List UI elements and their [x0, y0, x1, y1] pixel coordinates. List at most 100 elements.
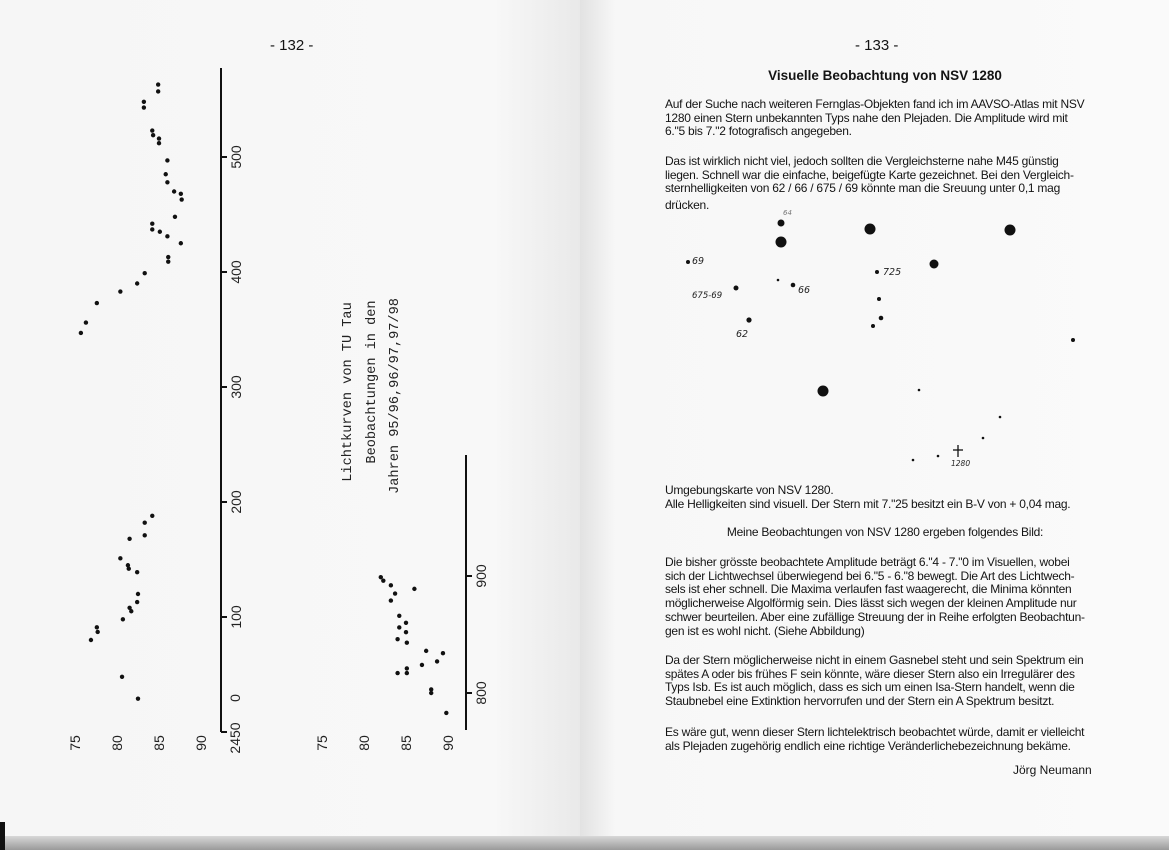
paragraph-5: Es wäre gut, wenn dieser Stern lichtelek… [665, 725, 1115, 753]
data-point [150, 227, 155, 232]
data-point [118, 556, 123, 561]
data-point [419, 662, 425, 668]
data-point [150, 221, 155, 226]
axis-tick-label: 0 [227, 694, 243, 702]
map-label-64: 64 [783, 209, 792, 217]
text-line: Es wäre gut, wenn dieser Stern lichtelek… [665, 725, 1085, 739]
data-point [156, 136, 162, 141]
star-dot [817, 385, 829, 397]
data-point [166, 259, 171, 264]
scan-edge [0, 836, 1169, 850]
data-point [395, 670, 400, 676]
data-point [179, 197, 184, 202]
star-dot [776, 278, 780, 282]
data-point [141, 105, 147, 110]
data-point [166, 254, 171, 260]
text-line: Umgebungskarte von NSV 1280. [665, 483, 834, 497]
data-point [178, 241, 184, 246]
text-line: als Plejaden zugehörig endlich eine rich… [665, 738, 1071, 753]
data-point [403, 620, 409, 625]
text-line: Typs Isb. Es ist auch möglich, dass es s… [665, 680, 1075, 695]
data-point [404, 670, 410, 676]
star-dot [871, 324, 875, 328]
data-point [142, 270, 147, 276]
data-point [142, 520, 147, 525]
paragraph-1: Auf der Suche nach weiteren Fernglas-Obj… [665, 97, 1115, 139]
magnitude-tick-label: 80 [109, 735, 125, 751]
data-point [95, 629, 100, 635]
text-line: liegen. Schnell war die einfache, beigef… [665, 167, 1074, 182]
author-name: Jörg Neumann [1013, 763, 1092, 777]
data-point [150, 128, 155, 133]
data-point [165, 180, 170, 185]
axis-tick-label: 100 [228, 605, 244, 629]
paragraph-3: Die bisher grösste beobachtete Amplitude… [665, 555, 1115, 638]
star-dot [1071, 338, 1075, 342]
text-line: Auf der Suche nach weiteren Fernglas-Obj… [665, 97, 1085, 111]
data-point [142, 533, 147, 538]
star-dot [936, 454, 940, 458]
axis-tick-label: 200 [228, 490, 244, 514]
data-point [434, 659, 440, 664]
data-point [155, 82, 161, 87]
magnitude-tick-label: 80 [356, 735, 372, 751]
text-line: gen ist es wohl nicht. (Siehe Abbildung) [665, 623, 865, 638]
data-point [88, 637, 94, 643]
axis-tick-label: 400 [228, 260, 244, 284]
data-point [440, 651, 446, 656]
data-point [129, 609, 134, 614]
article-title: Visuelle Beobachtung von NSV 1280 [768, 68, 1002, 83]
map-label-69: 69 [692, 256, 704, 267]
data-point [126, 566, 131, 571]
text-line: Alle Helligkeiten sind visuell. Der Ster… [665, 496, 1071, 511]
axis-tick-label: 500 [228, 145, 244, 169]
magnitude-tick-label: 75 [67, 735, 83, 751]
data-point [404, 640, 410, 645]
data-point [397, 625, 402, 630]
data-point [150, 513, 155, 518]
magnitude-tick-label: 90 [193, 735, 209, 751]
data-point [444, 710, 449, 716]
data-point [397, 613, 402, 618]
magnitude-tick-label: 85 [398, 735, 414, 751]
star-dot [790, 282, 796, 288]
data-point [381, 578, 386, 583]
star-dot [998, 415, 1002, 419]
data-point [165, 158, 170, 163]
data-point [134, 569, 140, 575]
magnitude-tick-label: 85 [151, 735, 167, 751]
data-point [118, 289, 123, 294]
data-point [412, 586, 417, 592]
star-dot [777, 219, 785, 227]
figure-title: Lichtkurven von TU Tau [341, 302, 356, 481]
subheading: Meine Beobachtungen von NSV 1280 ergeben… [726, 525, 1044, 539]
text-line: Die bisher grösste beobachtete Amplitude… [665, 555, 1070, 569]
paragraph-4: Da der Stern möglicherweise nicht in ein… [665, 653, 1115, 709]
text-line: möglicherweise Algolförmig sein. Dies lä… [665, 596, 1077, 611]
star-dot [686, 260, 690, 264]
data-point [378, 574, 383, 580]
data-point [78, 330, 84, 336]
data-point [157, 229, 163, 234]
data-point [178, 191, 184, 196]
map-label-66: 66 [798, 285, 810, 296]
data-point [171, 189, 177, 194]
data-point [134, 281, 140, 286]
data-point [403, 629, 409, 635]
star-dot [911, 458, 915, 462]
figure-subtitle-2: Jahren 95/96,96/97,97/98 [388, 298, 403, 494]
data-point [156, 141, 162, 146]
star-dot [875, 270, 879, 274]
map-label-725: 725 [883, 267, 901, 278]
star-dot [878, 315, 884, 321]
text-line: 6."5 bis 7."2 fotografisch angegeben. [665, 124, 852, 139]
light-curve-figure: 0 100 200 300 400 500 2450 800 900 75 75 80 80 85 85 90… [67, 68, 489, 754]
text-line: Da der Stern möglicherweise nicht in ein… [665, 653, 1084, 667]
axis-tick-label: 900 [473, 564, 489, 588]
data-point [94, 300, 100, 306]
data-point [165, 234, 170, 239]
data-point [155, 89, 161, 94]
star-dot [746, 317, 752, 323]
page-number-left: - 132 - [270, 37, 314, 54]
